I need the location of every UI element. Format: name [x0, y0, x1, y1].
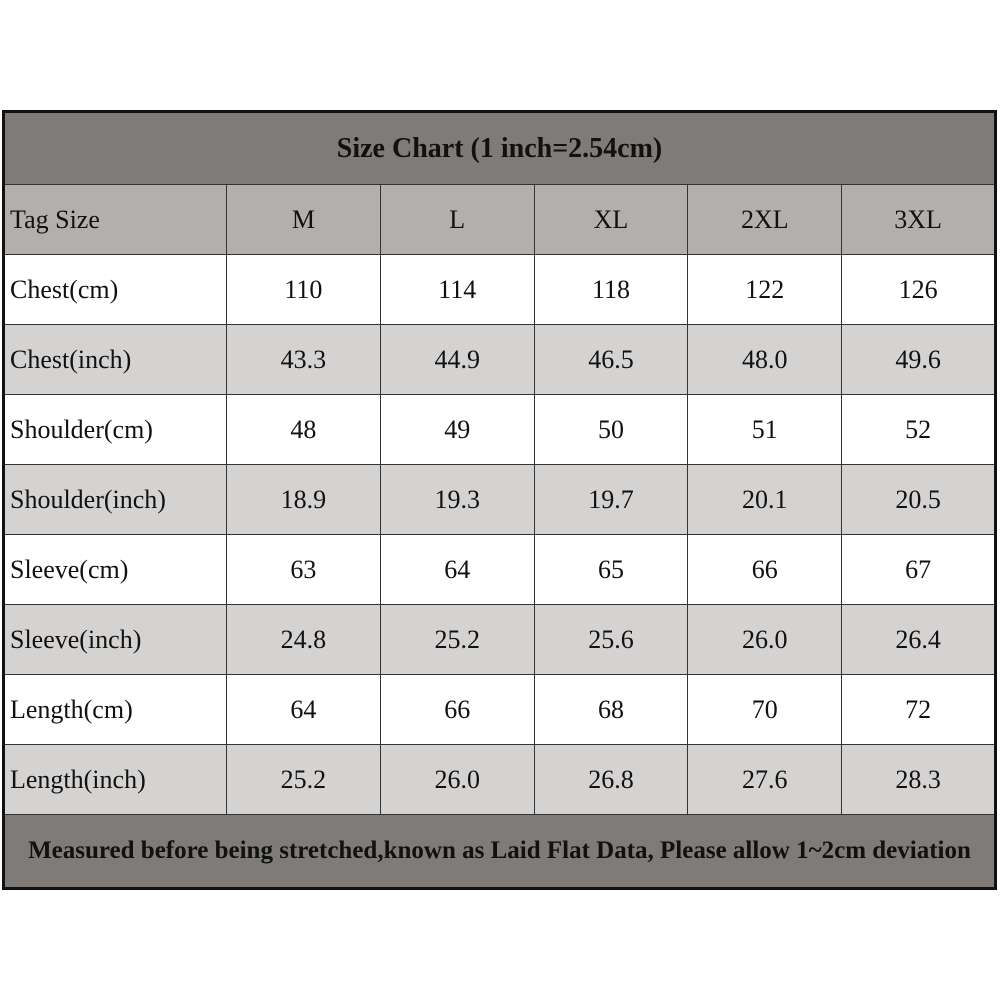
- cell: 43.3: [226, 324, 381, 395]
- cell: 51: [687, 394, 843, 465]
- cell: 63: [226, 534, 381, 605]
- cell: 25.2: [379, 604, 535, 675]
- cell: 64: [226, 674, 381, 745]
- cell: 110: [226, 254, 381, 325]
- cell: 118: [533, 254, 689, 325]
- data-row: Length(cm) 64 66 68 70 72: [3, 674, 996, 745]
- row-label: Shoulder(inch): [3, 464, 227, 535]
- data-row: Sleeve(inch) 24.8 25.2 25.6 26.0 26.4: [3, 604, 996, 675]
- data-row: Length(inch) 25.2 26.0 26.8 27.6 28.3: [3, 744, 996, 815]
- row-label: Length(cm): [3, 674, 227, 745]
- cell: 25.2: [226, 744, 381, 815]
- header-cell: M: [226, 184, 381, 255]
- cell: 70: [687, 674, 843, 745]
- cell: 126: [841, 254, 996, 325]
- cell: 68: [533, 674, 689, 745]
- cell: 46.5: [533, 324, 689, 395]
- cell: 49.6: [841, 324, 996, 395]
- row-label: Shoulder(cm): [3, 394, 227, 465]
- cell: 50: [533, 394, 689, 465]
- cell: 27.6: [687, 744, 843, 815]
- size-table: Size Chart (1 inch=2.54cm) Tag Size M L XL 2…: [2, 110, 997, 890]
- data-row: Shoulder(cm) 48 49 50 51 52: [3, 394, 996, 465]
- cell: 20.1: [687, 464, 843, 535]
- header-cell: 3XL: [841, 184, 996, 255]
- table-body: Size Chart (1 inch=2.54cm) Tag Size M L XL 2…: [3, 111, 996, 889]
- row-label: Chest(inch): [3, 324, 227, 395]
- header-cell: 2XL: [687, 184, 843, 255]
- data-row: Chest(inch) 43.3 44.9 46.5 48.0 49.6: [3, 324, 996, 395]
- data-row: Shoulder(inch) 18.9 19.3 19.7 20.1 20.5: [3, 464, 996, 535]
- cell: 49: [379, 394, 535, 465]
- cell: 25.6: [533, 604, 689, 675]
- cell: 19.7: [533, 464, 689, 535]
- cell: 26.0: [379, 744, 535, 815]
- cell: 52: [841, 394, 996, 465]
- cell: 24.8: [226, 604, 381, 675]
- row-label: Chest(cm): [3, 254, 227, 325]
- cell: 67: [841, 534, 996, 605]
- header-cell: L: [379, 184, 535, 255]
- cell: 26.0: [687, 604, 843, 675]
- header-cell: Tag Size: [3, 184, 227, 255]
- cell: 48.0: [687, 324, 843, 395]
- cell: 26.4: [841, 604, 996, 675]
- data-row: Chest(cm) 110 114 118 122 126: [3, 254, 996, 325]
- header-row: Tag Size M L XL 2XL 3XL: [3, 184, 996, 255]
- table-title: Size Chart (1 inch=2.54cm): [3, 111, 996, 185]
- cell: 65: [533, 534, 689, 605]
- size-chart: Size Chart (1 inch=2.54cm) Tag Size M L XL 2…: [2, 110, 997, 890]
- cell: 122: [687, 254, 843, 325]
- row-label: Length(inch): [3, 744, 227, 815]
- header-cell: XL: [533, 184, 689, 255]
- cell: 72: [841, 674, 996, 745]
- cell: 28.3: [841, 744, 996, 815]
- cell: 48: [226, 394, 381, 465]
- cell: 20.5: [841, 464, 996, 535]
- title-row: Size Chart (1 inch=2.54cm): [3, 111, 996, 185]
- cell: 18.9: [226, 464, 381, 535]
- row-label: Sleeve(cm): [3, 534, 227, 605]
- cell: 44.9: [379, 324, 535, 395]
- row-label: Sleeve(inch): [3, 604, 227, 675]
- cell: 66: [379, 674, 535, 745]
- footer-note: Measured before being stretched,known as…: [3, 814, 996, 889]
- cell: 19.3: [379, 464, 535, 535]
- footer-row: Measured before being stretched,known as…: [3, 814, 996, 889]
- cell: 64: [379, 534, 535, 605]
- cell: 114: [379, 254, 535, 325]
- cell: 26.8: [533, 744, 689, 815]
- data-row: Sleeve(cm) 63 64 65 66 67: [3, 534, 996, 605]
- cell: 66: [687, 534, 843, 605]
